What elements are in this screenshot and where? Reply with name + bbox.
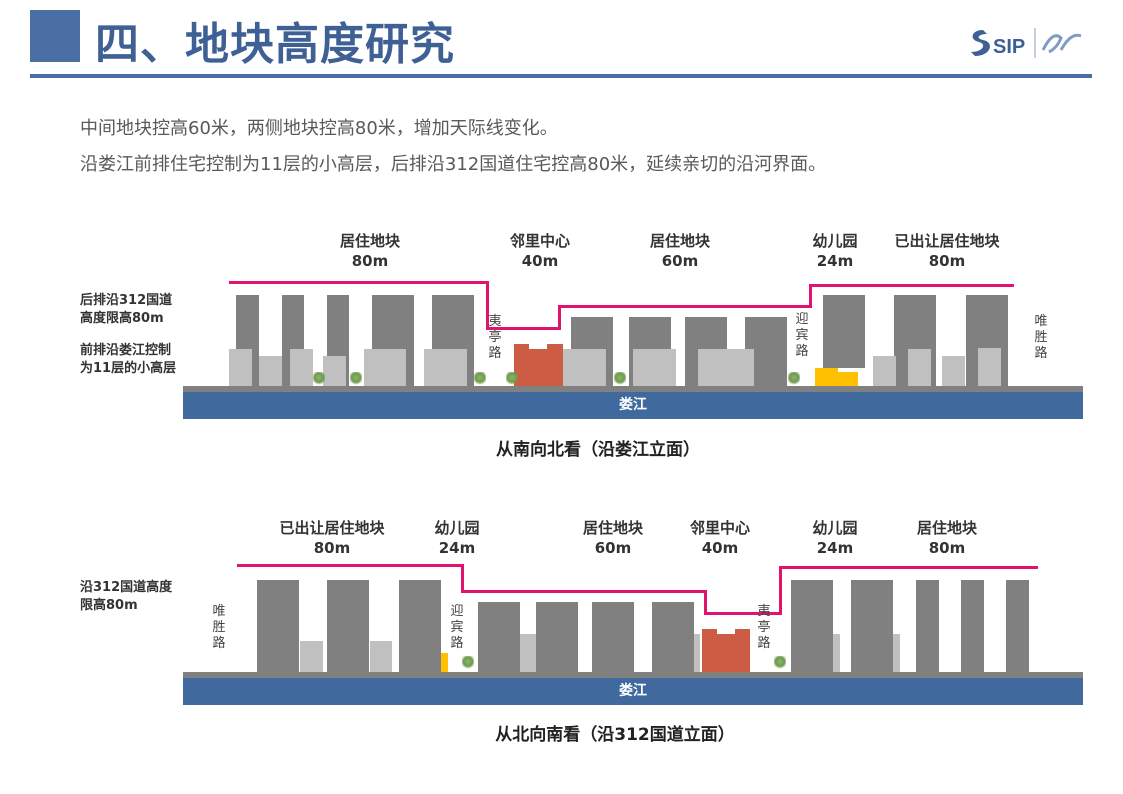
neighborhood-center [547,344,563,350]
page-title: 四、地块高度研究 [95,19,455,70]
header-block [30,10,80,62]
skyline-line [809,284,1014,287]
low-rise-building [229,349,252,386]
low-rise-building [300,641,323,672]
block-label: 已出让居住地块 80m [894,232,1000,270]
tree-icon [462,656,474,670]
neighborhood-center [514,344,529,350]
river-label: 娄江 [619,397,647,413]
block-label: 居住地块 60m [649,232,711,270]
low-rise-building [893,634,900,672]
road-label: 迎宾路 [450,604,464,651]
block-label: 邻里中心 40m [689,519,751,557]
intro-line-2: 沿娄江前排住宅控制为11层的小高层，后排沿312国道住宅控高80米，延续亲切的沿… [80,154,827,175]
high-rise-building [851,580,893,672]
neighborhood-center [735,629,750,635]
block-label: 居住地块 80m [916,519,978,557]
high-rise-building [478,602,520,672]
low-rise-building [520,634,536,672]
block-label: 幼儿园 24m [812,232,858,270]
high-rise-building [652,602,694,672]
high-rise-building [399,580,441,672]
high-rise-building [327,580,369,672]
road-label: 夷亭路 [757,604,771,651]
skyline-line [704,590,707,615]
skyline-line [486,327,561,330]
skyline-line [779,566,782,615]
low-rise-building [908,349,931,386]
high-rise-building [916,580,939,672]
low-rise-building [694,634,700,672]
kindergarten [441,653,448,672]
block-label: 幼儿园 24m [812,519,858,557]
skyline-line [809,284,812,308]
low-rise-building [259,356,282,386]
block-label: 居住地块 80m [339,232,401,270]
river: 娄江 [183,392,1083,419]
kindergarten [815,368,838,386]
high-rise-building [823,295,865,368]
high-rise-building [592,602,634,672]
tree-icon [474,372,486,386]
skyline-line [486,281,489,330]
block-label: 幼儿园 24m [434,519,480,557]
side-note: 前排沿娄江控制 为11层的小高层 [80,343,177,376]
high-rise-building [961,580,984,672]
skyline-line [461,590,707,593]
low-rise-building [563,349,606,386]
high-rise-building [1006,580,1029,672]
intro-line-1: 中间地块控高60米，两侧地块控高80米，增加天际线变化。 [80,118,558,139]
road-label: 夷亭路 [488,314,502,361]
tree-icon [313,372,325,386]
skyline-line [558,305,561,330]
low-rise-building [323,356,346,386]
svg-text:SIP: SIP [993,36,1025,58]
low-rise-building [290,349,313,386]
high-rise-building [791,580,833,672]
header-divider [30,74,1092,78]
block-label: 居住地块 60m [582,519,644,557]
skyline-line [704,612,782,615]
ground [183,386,1083,392]
diagram-caption: 从北向南看（沿312国道立面） [495,725,735,745]
skyline-line [461,564,464,593]
low-rise-building [698,349,754,386]
low-rise-building [633,349,676,386]
low-rise-building [978,348,1001,386]
tree-icon [506,372,518,386]
river-label: 娄江 [619,683,647,699]
low-rise-building [833,634,840,672]
road-label: 唯胜路 [1034,314,1048,361]
ground [183,672,1083,678]
low-rise-building [873,356,896,386]
tree-icon [774,656,786,670]
sip-logo: SIP [965,22,1085,62]
diagram-caption: 从南向北看（沿娄江立面） [496,440,700,460]
skyline-line [237,564,464,567]
neighborhood-center [702,634,750,672]
high-rise-building [536,602,578,672]
neighborhood-center [702,629,717,635]
road-label: 迎宾路 [795,312,809,359]
high-rise-building [257,580,299,672]
tree-icon [788,372,800,386]
low-rise-building [364,349,406,386]
block-label: 邻里中心 40m [509,232,571,270]
skyline-line [558,305,812,308]
side-note: 沿312国道高度 限高80m [80,580,173,613]
low-rise-building [424,349,467,386]
road-label: 唯胜路 [212,604,226,651]
block-label: 已出让居住地块 80m [279,519,385,557]
kindergarten [838,372,858,386]
low-rise-building [370,641,392,672]
neighborhood-center [514,349,563,386]
low-rise-building [942,356,965,386]
tree-icon [350,372,362,386]
skyline-line [229,281,489,284]
tree-icon [614,372,626,386]
river: 娄江 [183,678,1083,705]
skyline-line [779,566,1038,569]
side-note: 后排沿312国道 高度限高80m [80,293,173,326]
